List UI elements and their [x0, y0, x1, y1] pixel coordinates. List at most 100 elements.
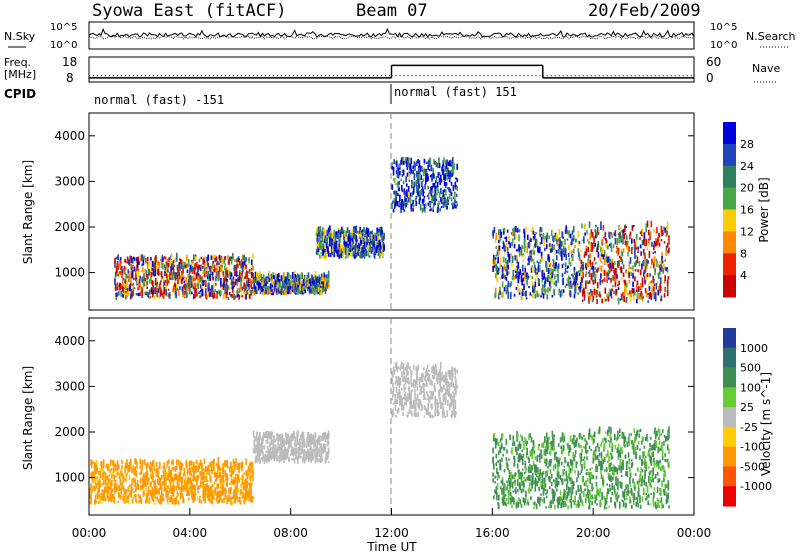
- data-cell: [169, 294, 171, 297]
- data-cell: [492, 236, 494, 239]
- data-cell: [129, 297, 132, 300]
- data-cell: [623, 295, 626, 302]
- data-cell: [97, 481, 99, 486]
- data-cell: [123, 495, 126, 504]
- data-cell: [192, 294, 195, 300]
- data-cell: [525, 297, 528, 300]
- data-cell: [447, 203, 450, 205]
- data-cell: [139, 472, 142, 475]
- data-cell: [167, 491, 170, 495]
- data-cell: [213, 283, 215, 288]
- data-cell: [257, 449, 260, 456]
- data-cell: [367, 250, 370, 257]
- data-cell: [324, 248, 326, 252]
- data-cell: [291, 457, 293, 461]
- data-cell: [179, 286, 181, 290]
- data-cell: [563, 254, 566, 257]
- data-cell: [653, 256, 656, 264]
- data-cell: [115, 257, 118, 260]
- data-cell: [151, 489, 153, 494]
- data-cell: [538, 282, 540, 287]
- data-cell: [550, 267, 552, 273]
- data-cell: [284, 454, 287, 461]
- data-cell: [144, 268, 147, 274]
- data-cell: [132, 496, 135, 500]
- data-cell: [452, 185, 455, 192]
- data-cell: [130, 491, 133, 498]
- data-cell: [135, 257, 137, 261]
- data-cell: [358, 236, 361, 240]
- data-cell: [216, 490, 219, 497]
- data-cell: [228, 467, 231, 473]
- data-cell: [151, 267, 153, 271]
- data-cell: [253, 289, 256, 296]
- data-cell: [411, 383, 413, 388]
- data-cell: [199, 480, 202, 488]
- data-cell: [145, 471, 147, 479]
- data-cell: [176, 490, 179, 495]
- data-cell: [205, 274, 208, 277]
- data-cell: [648, 239, 651, 247]
- data-cell: [505, 236, 508, 243]
- data-cell: [254, 437, 257, 441]
- data-cell: [360, 230, 363, 234]
- data-cell: [552, 259, 555, 267]
- data-cell: [414, 162, 416, 168]
- data-cell: [590, 289, 592, 293]
- data-cell: [402, 396, 405, 400]
- data-cell: [222, 491, 225, 494]
- data-cell: [455, 184, 457, 190]
- data-cell: [295, 277, 297, 280]
- data-cell: [274, 287, 277, 290]
- data-cell: [329, 225, 331, 233]
- data-cell: [320, 452, 323, 460]
- data-cell: [183, 283, 186, 289]
- data-cell: [284, 282, 286, 287]
- data-cell: [574, 280, 576, 287]
- data-cell: [137, 270, 140, 278]
- data-cell: [393, 393, 395, 396]
- data-cell: [220, 483, 222, 488]
- data-cell: [602, 254, 605, 260]
- data-cell: [423, 167, 425, 170]
- data-cell: [198, 258, 201, 263]
- data-cell: [523, 238, 526, 245]
- data-cell: [332, 241, 335, 249]
- data-cell: [244, 265, 246, 270]
- data-cell: [421, 207, 424, 213]
- data-cell: [421, 188, 423, 191]
- data-cell: [289, 286, 292, 289]
- data-cell: [609, 259, 612, 263]
- data-cell: [453, 204, 456, 209]
- data-cell: [538, 265, 541, 273]
- data-cell: [424, 184, 426, 190]
- data-cell: [227, 296, 230, 300]
- data-cell: [175, 459, 178, 465]
- data-cell: [125, 277, 128, 281]
- data-cell: [240, 289, 243, 293]
- data-cell: [634, 290, 636, 296]
- data-cell: [173, 264, 176, 267]
- data-cell: [313, 445, 315, 448]
- data-cell: [107, 487, 110, 494]
- data-cell: [123, 478, 125, 482]
- data-cell: [405, 396, 407, 404]
- data-cell: [222, 272, 225, 277]
- data-cell: [631, 290, 634, 293]
- data-cell: [550, 230, 553, 237]
- data-cell: [634, 246, 636, 254]
- data-cell: [107, 464, 109, 472]
- data-cell: [391, 371, 394, 375]
- data-cell: [314, 441, 317, 447]
- data-cell: [267, 452, 269, 459]
- data-cell: [121, 289, 124, 292]
- data-cell: [194, 256, 197, 261]
- data-cell: [315, 285, 317, 292]
- data-cell: [502, 273, 505, 279]
- data-cell: [279, 282, 281, 289]
- data-cell: [504, 266, 507, 272]
- data-cell: [405, 202, 407, 208]
- data-cell: [362, 231, 365, 235]
- data-cell: [622, 229, 625, 234]
